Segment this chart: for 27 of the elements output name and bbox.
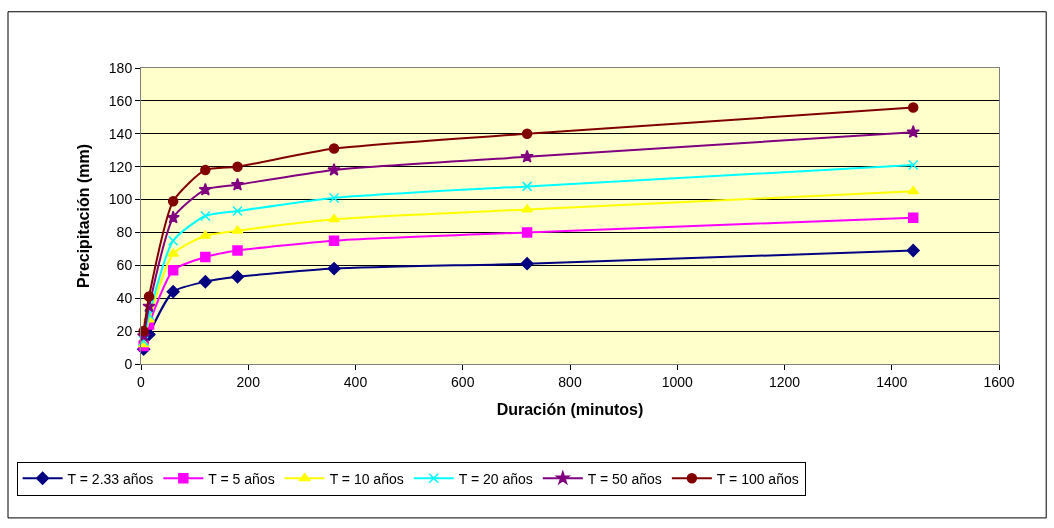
y-tick-label: 100 xyxy=(108,191,133,208)
y-tick-label: 180 xyxy=(108,59,133,76)
x-tick-label: 1400 xyxy=(876,373,908,390)
y-tick-label: 120 xyxy=(108,158,133,175)
x-tick-label: 1000 xyxy=(661,373,694,390)
x-tick-label: 600 xyxy=(451,373,475,390)
y-tick-label: 0 xyxy=(124,355,133,372)
x-tick-label: 200 xyxy=(236,373,261,390)
x-tick-label: 1200 xyxy=(768,373,801,390)
legend-label: T = 2.33 años xyxy=(67,470,154,487)
y-tick-label: 20 xyxy=(116,323,133,340)
x-tick-label: 400 xyxy=(343,373,368,390)
y-tick-label: 60 xyxy=(116,257,133,274)
y-tick-label: 140 xyxy=(108,125,133,142)
legend-label: T = 5 años xyxy=(208,470,275,487)
legend-label: T = 100 años xyxy=(716,470,799,487)
x-tick-label: 0 xyxy=(137,373,146,390)
x-tick-label: 1600 xyxy=(983,373,1015,390)
y-tick-label: 40 xyxy=(116,290,133,307)
y-axis-title: Precipitación (mm) xyxy=(74,143,92,289)
x-axis-title: Duración (minutos) xyxy=(496,401,644,419)
y-tick-label: 160 xyxy=(108,92,133,109)
legend-label: T = 50 años xyxy=(587,470,662,487)
x-tick-label: 800 xyxy=(558,373,582,390)
y-tick-label: 80 xyxy=(116,224,133,241)
legend-label: T = 20 años xyxy=(458,470,533,487)
legend-label: T = 10 años xyxy=(329,470,404,487)
